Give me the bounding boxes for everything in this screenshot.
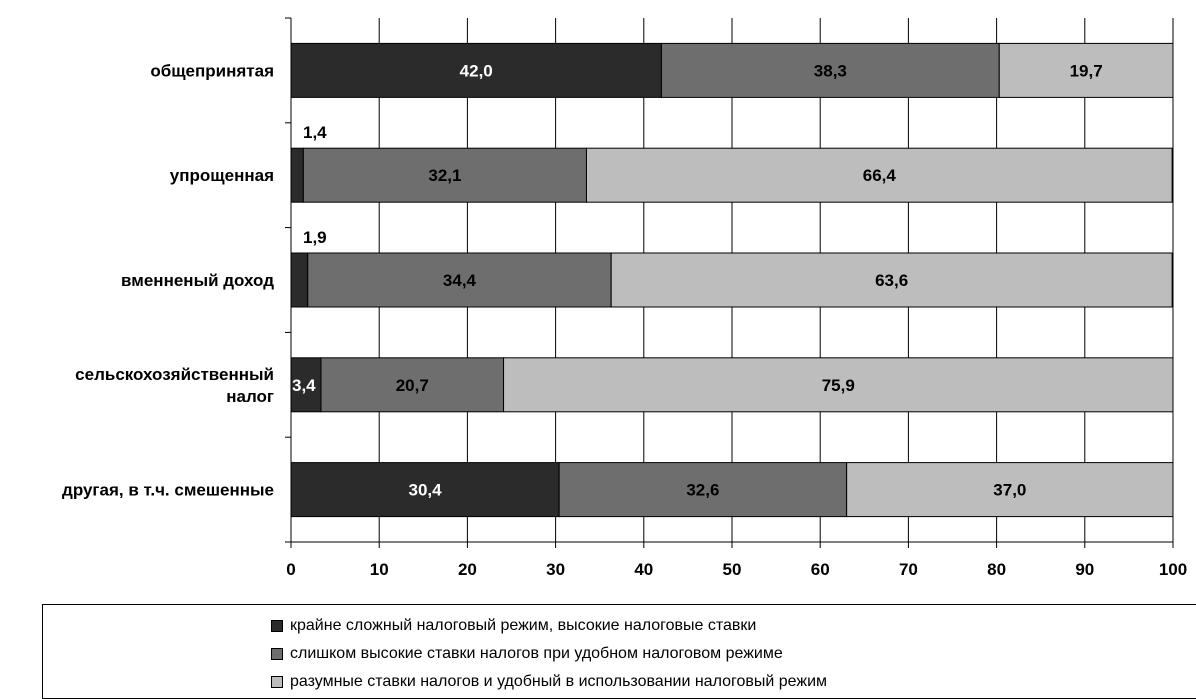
legend-label: крайне сложный налоговый режим, высокие … <box>290 617 757 634</box>
data-label: 20,7 <box>396 376 429 395</box>
labels: 0 10 20 30 40 50 60 70 80 90 100 42,0 38,3 19,7 общепр… <box>62 61 1187 579</box>
category-label: общепринятая <box>150 61 274 80</box>
x-tick-label: 70 <box>899 560 918 579</box>
legend-item: слишком высокие ставки налогов при удобн… <box>271 645 783 663</box>
x-tick-label: 20 <box>458 560 477 579</box>
bar-segment <box>846 462 1174 518</box>
legend-swatch-reasonable <box>271 676 283 688</box>
data-label: 19,7 <box>1070 61 1103 80</box>
bar-segment <box>302 147 587 203</box>
bar-segment <box>290 462 560 518</box>
legend-item: разумные ставки налогов и удобный в испо… <box>271 673 827 691</box>
bar-segment <box>290 147 304 203</box>
bar-segment <box>585 147 1173 203</box>
bar-segment <box>503 357 1174 413</box>
legend: крайне сложный налоговый режим, высокие … <box>42 604 1196 699</box>
data-label: 63,6 <box>875 271 908 290</box>
category-label: упрощенная <box>170 166 274 185</box>
bar-segment <box>998 42 1174 98</box>
legend-item: крайне сложный налоговый режим, высокие … <box>271 617 756 635</box>
data-label: 42,0 <box>460 61 493 80</box>
data-label: 1,9 <box>303 228 327 247</box>
category-label: вменненый доход <box>121 271 274 290</box>
data-label: 75,9 <box>822 376 855 395</box>
x-tick-label: 0 <box>286 560 295 579</box>
x-tick-label: 60 <box>811 560 830 579</box>
stacked-bar-chart: 0 10 20 30 40 50 60 70 80 90 100 42,0 38,3 19,7 общепр… <box>62 17 1187 579</box>
legend-label: слишком высокие ставки налогов при удобн… <box>290 645 783 662</box>
x-tick-label: 100 <box>1159 560 1187 579</box>
data-label: 3,4 <box>292 376 316 395</box>
bar-segment <box>307 252 612 308</box>
data-label: 66,4 <box>863 166 897 185</box>
bar-segment <box>290 252 309 308</box>
category-label: другая, в т.ч. смешенные <box>62 481 274 500</box>
legend-swatch-severe <box>271 620 283 632</box>
x-tick-label: 80 <box>987 560 1006 579</box>
x-tick-label: 90 <box>1075 560 1094 579</box>
x-tick-label: 50 <box>723 560 742 579</box>
data-label: 32,1 <box>428 166 461 185</box>
data-label: 30,4 <box>409 481 443 500</box>
category-label: сельскохозяйственный <box>75 365 274 384</box>
x-tick-label: 40 <box>634 560 653 579</box>
data-label: 38,3 <box>814 61 847 80</box>
bar-segment <box>660 42 1000 98</box>
bar-segment <box>610 252 1173 308</box>
data-label: 1,4 <box>303 123 327 142</box>
bars <box>290 42 1174 518</box>
data-label: 32,6 <box>686 481 719 500</box>
axes <box>285 17 1174 548</box>
category-label: налог <box>226 387 274 406</box>
legend-label: разумные ставки налогов и удобный в испо… <box>290 673 828 690</box>
bar-segment <box>320 357 505 413</box>
x-tick-label: 10 <box>370 560 389 579</box>
bar-segment <box>558 462 848 518</box>
data-label: 37,0 <box>993 481 1026 500</box>
legend-swatch-high <box>271 648 283 660</box>
x-tick-label: 30 <box>546 560 565 579</box>
data-label: 34,4 <box>443 271 477 290</box>
